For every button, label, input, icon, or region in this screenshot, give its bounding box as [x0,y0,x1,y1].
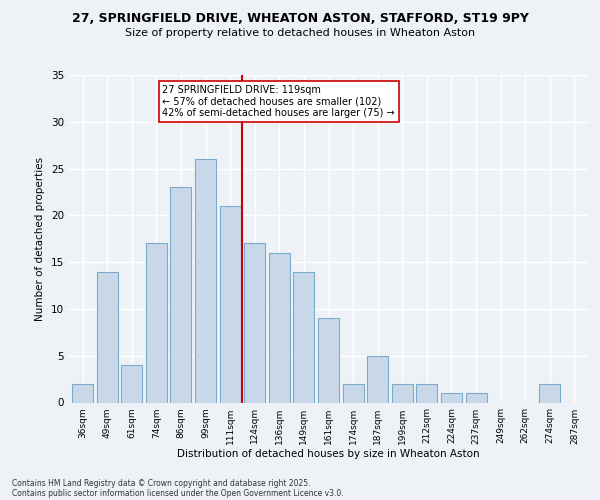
Bar [367,356,388,403]
Bar [170,188,191,402]
Text: Size of property relative to detached houses in Wheaton Aston: Size of property relative to detached ho… [125,28,475,38]
Bar [269,253,290,402]
X-axis label: Distribution of detached houses by size in Wheaton Aston: Distribution of detached houses by size … [177,450,480,460]
Text: Contains HM Land Registry data © Crown copyright and database right 2025.: Contains HM Land Registry data © Crown c… [12,478,311,488]
Bar [220,206,241,402]
Bar [121,365,142,403]
Text: Contains public sector information licensed under the Open Government Licence v3: Contains public sector information licen… [12,488,344,498]
Bar [416,384,437,402]
Bar [343,384,364,402]
Bar [441,393,462,402]
Bar [466,393,487,402]
Bar [539,384,560,402]
Bar [72,384,93,402]
Text: 27 SPRINGFIELD DRIVE: 119sqm
← 57% of detached houses are smaller (102)
42% of s: 27 SPRINGFIELD DRIVE: 119sqm ← 57% of de… [163,85,395,118]
Y-axis label: Number of detached properties: Number of detached properties [35,156,46,321]
Bar [195,159,216,402]
Bar [244,244,265,402]
Bar [392,384,413,402]
Bar [318,318,339,402]
Text: 27, SPRINGFIELD DRIVE, WHEATON ASTON, STAFFORD, ST19 9PY: 27, SPRINGFIELD DRIVE, WHEATON ASTON, ST… [71,12,529,26]
Bar [293,272,314,402]
Bar [97,272,118,402]
Bar [146,244,167,402]
